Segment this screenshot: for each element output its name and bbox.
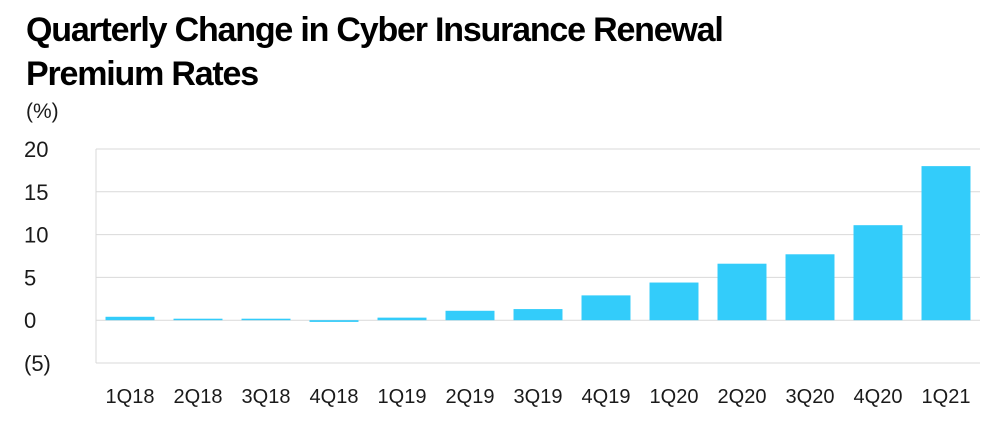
bar <box>173 318 223 321</box>
x-tick-label: 4Q20 <box>854 386 903 408</box>
bar <box>785 254 835 321</box>
bar <box>445 310 495 321</box>
bar <box>853 225 903 321</box>
x-tick-label: 4Q19 <box>582 386 631 408</box>
x-tick-label: 3Q18 <box>242 386 291 408</box>
x-tick-label: 1Q18 <box>106 386 155 408</box>
bar <box>241 318 291 321</box>
x-tick-label: 1Q20 <box>650 386 699 408</box>
y-tick-label: 10 <box>24 223 48 248</box>
x-tick-label: 1Q19 <box>378 386 427 408</box>
x-tick-label: 3Q19 <box>514 386 563 408</box>
x-tick-label: 1Q21 <box>922 386 971 408</box>
bar <box>717 263 767 321</box>
x-axis-ticks: 1Q18 2Q18 3Q18 4Q18 1Q19 2Q19 3Q19 4Q19 1Q20 2Q20… <box>106 386 971 408</box>
bar <box>309 320 359 322</box>
x-tick-label: 2Q20 <box>718 386 767 408</box>
bar <box>105 316 155 321</box>
y-tick-label: 20 <box>24 137 48 162</box>
bar <box>513 309 563 321</box>
x-tick-label: 2Q19 <box>446 386 495 408</box>
y-tick-label: (5) <box>24 351 51 376</box>
bar <box>921 166 971 321</box>
y-tick-label: 15 <box>24 180 48 205</box>
bar <box>649 282 699 321</box>
y-axis-ticks: 20 15 10 5 0 (5) <box>24 137 51 376</box>
chart-title: Quarterly Change in Cyber Insurance Rene… <box>26 11 724 93</box>
y-axis-unit-label: (%) <box>26 100 59 123</box>
gridlines <box>95 148 980 364</box>
y-tick-label: 0 <box>24 308 36 333</box>
x-tick-label: 3Q20 <box>786 386 835 408</box>
y-tick-label: 5 <box>24 265 36 290</box>
bars <box>105 166 971 322</box>
bar <box>377 317 427 321</box>
x-tick-label: 4Q18 <box>310 386 359 408</box>
x-tick-label: 2Q18 <box>174 386 223 408</box>
bar <box>581 295 631 321</box>
